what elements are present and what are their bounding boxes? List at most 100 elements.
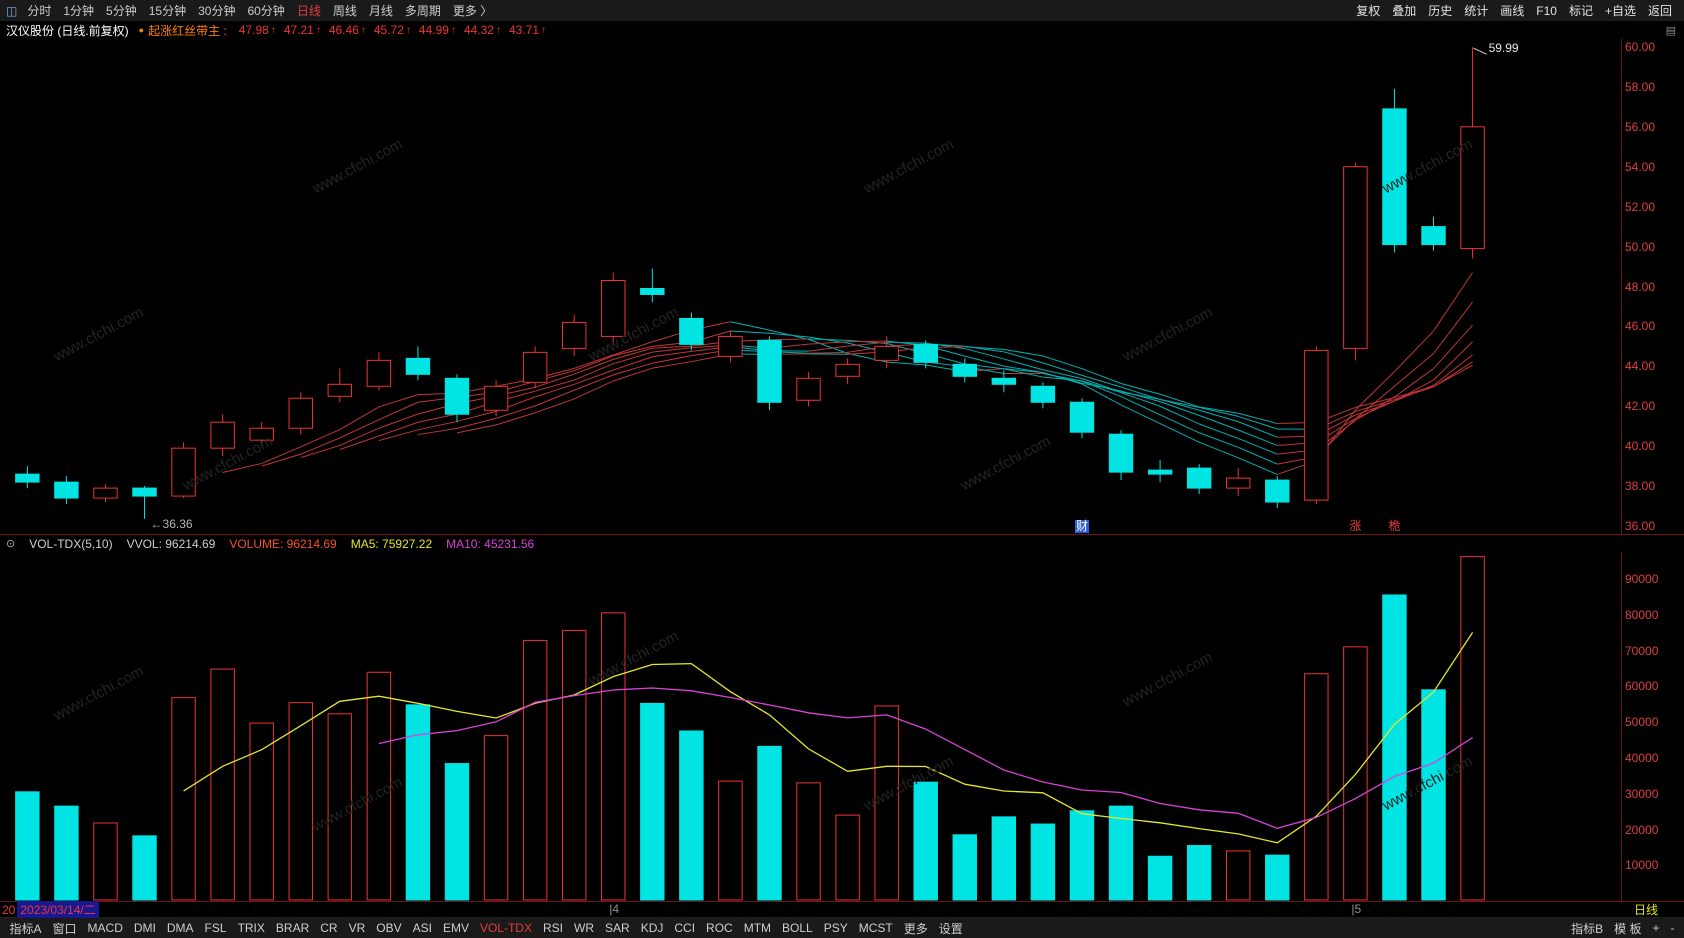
price-tick-4: 52.00 [1625, 199, 1656, 214]
indicator-collapse-icon[interactable]: ⊙ [6, 538, 16, 551]
main-indicator-values: 47.98 ↑ 47.21 ↑ 46.46 ↑ 45.72 ↑ 44.99 ↑ 44.32 ↑ 43.7… [233, 23, 546, 37]
indicator-tool-b[interactable]: 指标B [1571, 921, 1604, 936]
date-axis-row: 20 2023/03/14/二 日线 |4 |5 [0, 901, 1684, 918]
period-item-item-9[interactable]: 多周期 [404, 4, 441, 18]
indicator-tool-+[interactable]: + [1652, 921, 1660, 935]
vol-header-seg-1: VVOL: 96214.69 [126, 536, 216, 551]
indicator-item-dmi[interactable]: DMI [133, 921, 156, 935]
period-item-15[interactable]: 15分钟 [148, 4, 187, 18]
indicator-item-rsi[interactable]: RSI [542, 921, 563, 935]
vol-header-seg-0: VOL-TDX(5,10) [29, 536, 113, 551]
indicator-item-fsl[interactable]: FSL [204, 921, 227, 935]
vol-header-seg-3: MA5: 75927.22 [350, 536, 433, 551]
candlestick-chart[interactable]: www.cfchi.com www.cfchi.com www.cfchi.com w… [0, 39, 1621, 534]
period-item-item-6[interactable]: 日线 [296, 4, 321, 18]
price-tick-6: 48.00 [1625, 279, 1656, 294]
indicator-item-psy[interactable]: PSY [823, 921, 848, 935]
price-tick-7: 46.00 [1625, 319, 1656, 334]
app-window-icon[interactable]: ◫ [6, 3, 18, 18]
indicator-tool--[interactable]: - [1670, 921, 1675, 935]
volume-tick-6: 30000 [1625, 786, 1659, 801]
indicator-item-obv[interactable]: OBV [376, 921, 402, 935]
period-item-1[interactable]: 1分钟 [63, 4, 95, 18]
indicator-item-cci[interactable]: CCI [674, 921, 696, 935]
event-marker-0[interactable]: 财 [1074, 519, 1089, 534]
period-item-item-10[interactable]: 更多 〉 [452, 4, 493, 18]
indicator-item-wr[interactable]: WR [574, 921, 594, 935]
trend-arrow-icon: ↑ [495, 24, 501, 36]
volume-tick-7: 20000 [1625, 822, 1659, 837]
indicator-item-kdj[interactable]: KDJ [640, 921, 664, 935]
quote-info-bar: 汉仪股份 (日线.前复权) ● 起涨红丝带主 : 47.98 ↑ 47.21 ↑ 46.… [0, 21, 1684, 39]
indicator-item-mcst[interactable]: MCST [858, 921, 893, 935]
price-tick-3: 54.00 [1625, 159, 1656, 174]
indicator-item-sar[interactable]: SAR [605, 921, 630, 935]
period-item-5[interactable]: 5分钟 [106, 4, 137, 18]
indicator-item-mtm[interactable]: MTM [743, 921, 772, 935]
indicator-item-item-24[interactable]: 更多 [903, 921, 928, 936]
tool-item-item-4[interactable]: 画线 [1500, 4, 1525, 18]
event-marker-2[interactable]: 桅 [1388, 519, 1401, 534]
tool-item-item-8[interactable]: 返回 [1647, 4, 1672, 18]
volume-chart[interactable]: www.cfchi.com www.cfchi.com www.cfchi.com w… [0, 552, 1621, 901]
event-marker-1[interactable]: 涨 [1349, 519, 1362, 534]
period-item-30[interactable]: 30分钟 [198, 4, 236, 18]
period-item-item-0[interactable]: 分时 [27, 4, 52, 18]
volume-tick-4: 50000 [1625, 715, 1659, 730]
indicator-item-item-1[interactable]: 窗口 [52, 921, 77, 936]
tool-item-item-2[interactable]: 历史 [1428, 4, 1453, 18]
indicator-toolbar: 指标A 窗口 MACD DMI DMA FSL TRIX BRAR CR VR OBV ASI EMV V… [4, 920, 968, 937]
indicator-item-item-25[interactable]: 设置 [938, 921, 963, 936]
price-axis: 60.00 58.00 56.00 54.00 52.00 50.00 48.00 46.00… [1621, 39, 1684, 535]
info-settings-icon[interactable]: ▤ [1665, 24, 1676, 37]
tool-item-item-6[interactable]: 标记 [1568, 4, 1593, 18]
indicator-item-cr[interactable]: CR [320, 921, 338, 935]
indicator-item-vol-tdx[interactable]: VOL-TDX [479, 921, 532, 935]
month-marker-0: |4 [609, 902, 620, 916]
indicator-item-asi[interactable]: ASI [412, 921, 432, 935]
volume-indicator-header: ⊙ VOL-TDX(5,10) VVOL: 96214.69 VOLUME: 962… [0, 535, 1684, 553]
volume-tick-8: 10000 [1625, 858, 1659, 873]
tool-item-item-0[interactable]: 复权 [1356, 4, 1381, 18]
tool-item-+[interactable]: +自选 [1604, 4, 1636, 18]
period-item-item-7[interactable]: 周线 [332, 4, 357, 18]
price-tick-1: 58.00 [1625, 79, 1656, 94]
indicator-value-3: 45.72 [373, 23, 404, 37]
price-tick-0: 60.00 [1625, 39, 1656, 54]
tools-toolbar: 复权 叠加 历史 统计 画线 F10 标记 +自选 返回 [1350, 2, 1678, 19]
indicator-item-dma[interactable]: DMA [166, 921, 194, 935]
volume-tick-2: 70000 [1625, 643, 1659, 658]
trend-arrow-icon: ↑ [450, 24, 456, 36]
indicator-item-roc[interactable]: ROC [706, 921, 733, 935]
indicator-value-6: 43.71 [508, 23, 539, 37]
period-item-60[interactable]: 60分钟 [247, 4, 285, 18]
tool-item-item-1[interactable]: 叠加 [1392, 4, 1417, 18]
month-marker-1: |5 [1351, 902, 1362, 916]
indicator-tool-item-1[interactable]: 模 板 [1614, 921, 1642, 936]
vol-header-seg-4: MA10: 45231.56 [446, 536, 535, 551]
trend-arrow-icon: ↑ [360, 24, 366, 36]
price-tick-9: 42.00 [1625, 399, 1656, 414]
indicator-value-0: 47.98 [238, 23, 269, 37]
volume-tick-3: 60000 [1625, 679, 1659, 694]
price-tick-8: 44.00 [1625, 359, 1656, 374]
indicator-item-a[interactable]: 指标A [9, 921, 42, 936]
top-toolbar: ◫ 分时 1分钟 5分钟 15分钟 30分钟 60分钟 日线 周线 月线 多周期 更多 〉 复权 叠加… [0, 0, 1684, 21]
vol-header-seg-2: VOLUME: 96214.69 [229, 536, 337, 551]
indicator-item-boll[interactable]: BOLL [782, 921, 813, 935]
indicator-item-brar[interactable]: BRAR [275, 921, 310, 935]
tool-item-item-3[interactable]: 统计 [1464, 4, 1489, 18]
indicator-item-emv[interactable]: EMV [442, 921, 469, 935]
period-item-item-8[interactable]: 月线 [368, 4, 393, 18]
price-tick-11: 38.00 [1625, 479, 1656, 494]
indicator-item-trix[interactable]: TRIX [237, 921, 265, 935]
indicator-value-2: 46.46 [328, 23, 359, 37]
date-axis-start: 20 [2, 902, 16, 917]
tool-item-f10[interactable]: F10 [1536, 3, 1557, 18]
indicator-item-vr[interactable]: VR [348, 921, 366, 935]
indicator-dot-icon: ● [138, 25, 145, 35]
selected-date[interactable]: 2023/03/14/二 [17, 901, 99, 918]
indicator-item-macd[interactable]: MACD [87, 921, 123, 935]
volume-axis: 90000 80000 70000 60000 50000 40000 30000 20000… [1621, 552, 1684, 901]
main-chart-pane: www.cfchi.com www.cfchi.com www.cfchi.com w… [0, 39, 1684, 536]
